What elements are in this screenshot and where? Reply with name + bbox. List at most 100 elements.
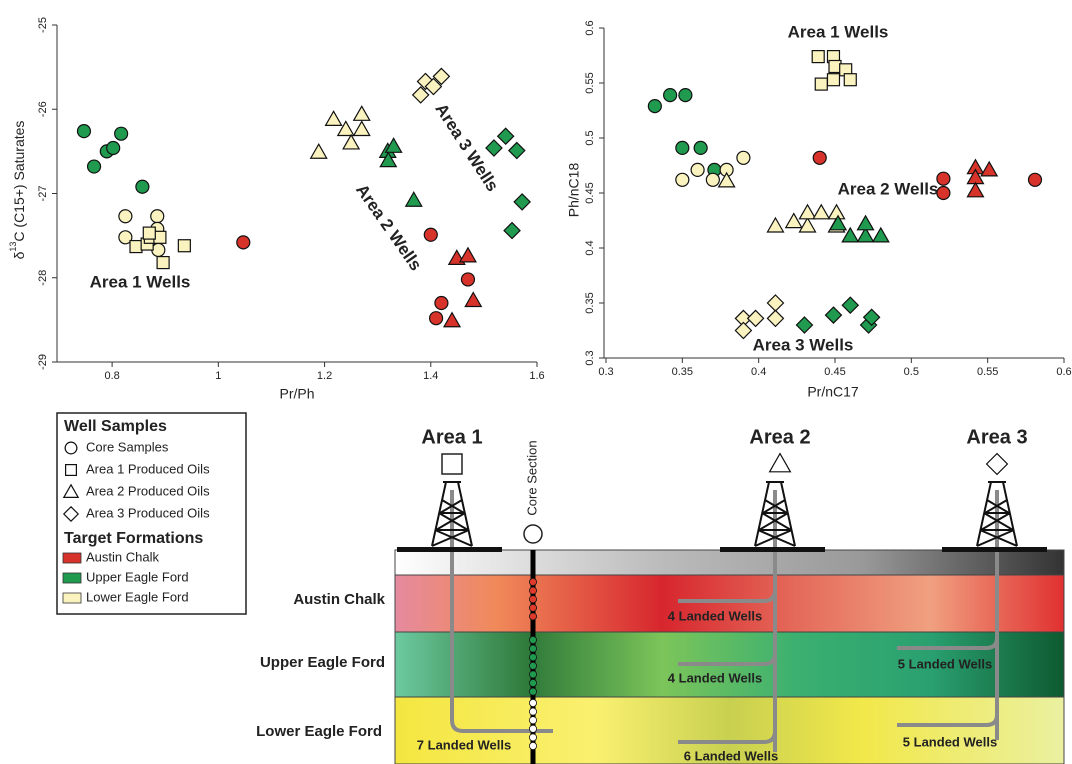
marker — [966, 181, 985, 198]
marker — [135, 179, 150, 194]
marker — [177, 239, 191, 253]
marker — [324, 110, 343, 126]
landed-label: 6 Landed Wells — [684, 748, 778, 763]
y-axis-label: Ph/nC18 — [566, 163, 582, 218]
x-tick-label: 0.45 — [824, 366, 845, 378]
core-dot — [529, 644, 538, 653]
core-dot — [529, 699, 538, 708]
marker — [843, 73, 857, 87]
annotation: Area 1 Wells — [90, 272, 191, 291]
marker — [690, 162, 705, 177]
marker — [76, 124, 92, 139]
marker — [827, 203, 846, 220]
marker — [812, 150, 827, 165]
x-tick-label: 0.6 — [1056, 366, 1071, 378]
legend-item: Lower Eagle Ford — [86, 589, 189, 604]
legend-swatch — [62, 552, 82, 564]
x-tick-label: 1.6 — [529, 370, 544, 382]
marker — [812, 203, 831, 220]
derrick — [431, 481, 473, 547]
marker — [118, 209, 133, 224]
core-label: Core Section — [524, 440, 539, 515]
marker — [705, 172, 720, 187]
y-tick-label: 0.4 — [584, 240, 596, 255]
y-label-part: C (C15+) Saturates — [11, 121, 27, 242]
marker — [442, 311, 462, 328]
marker — [513, 193, 531, 211]
derrick-base — [720, 547, 825, 552]
marker — [798, 203, 817, 220]
marker — [766, 309, 785, 328]
legend-symbol — [62, 483, 80, 498]
landed-label: 5 Landed Wells — [898, 656, 992, 671]
marker — [404, 191, 423, 207]
landed-label: 4 Landed Wells — [668, 670, 762, 685]
marker — [129, 239, 143, 254]
x-tick-label: 1.2 — [317, 370, 332, 382]
marker — [503, 221, 521, 240]
derrick-base — [397, 547, 502, 552]
marker — [142, 226, 156, 240]
core-dot — [529, 733, 538, 742]
y-tick-label: 0.55 — [584, 72, 596, 93]
landed-label: 4 Landed Wells — [668, 608, 762, 623]
y-tick-label: -28 — [37, 270, 49, 286]
area-label: Area 1 — [421, 426, 482, 448]
y-tick-label: 0.45 — [584, 182, 596, 203]
marker — [114, 126, 129, 141]
marker — [841, 296, 860, 315]
x-tick-label: 0.8 — [104, 370, 119, 382]
legend-symbol — [62, 505, 80, 523]
marker — [434, 295, 449, 311]
marker — [675, 140, 690, 155]
marker — [734, 321, 753, 340]
marker — [118, 230, 133, 245]
core-dot — [529, 586, 538, 595]
area-label: Area 2 — [749, 426, 810, 448]
y-label-sup: 13 — [8, 242, 18, 252]
core-dot — [529, 636, 538, 645]
legend-heading: Target Formations — [64, 530, 203, 547]
x-tick-label: 0.3 — [598, 366, 613, 378]
marker — [675, 172, 690, 187]
landed-label: 7 Landed Wells — [417, 737, 511, 752]
x-tick-label: 0.35 — [672, 366, 693, 378]
marker — [460, 272, 476, 287]
annotation: Area 1 Wells — [788, 22, 889, 41]
marker — [428, 311, 444, 326]
derrick-base — [942, 547, 1047, 552]
marker — [856, 214, 875, 231]
core-dot — [529, 742, 538, 751]
marker — [784, 212, 803, 229]
marker — [826, 73, 841, 87]
legend-symbol — [64, 464, 77, 477]
annotation: Area 2 Wells — [838, 179, 939, 198]
legend-item: Core Samples — [86, 439, 169, 454]
marker — [423, 227, 438, 242]
marker — [458, 246, 477, 263]
marker — [1027, 172, 1043, 187]
well-paths — [450, 490, 999, 752]
legend-symbol — [64, 441, 78, 455]
derrick-frame — [754, 481, 796, 547]
x-tick-label: 0.4 — [751, 366, 766, 378]
marker — [106, 140, 121, 156]
marker — [485, 139, 503, 157]
marker — [379, 151, 398, 168]
derrick-frame — [976, 481, 1018, 547]
formation-label: Lower Eagle Ford — [256, 723, 382, 740]
legend-swatch — [62, 592, 82, 604]
x-tick-label: 0.5 — [904, 366, 919, 378]
legend-item: Area 2 Produced Oils — [86, 483, 210, 498]
marker — [236, 235, 251, 250]
x-axis-label: Pr/nC17 — [807, 384, 859, 400]
y-tick-label: 0.6 — [584, 20, 596, 35]
landed-label: 5 Landed Wells — [903, 734, 997, 749]
marker — [156, 255, 170, 270]
x-tick-label: 0.55 — [977, 366, 998, 378]
area-label: Area 3 — [966, 426, 1027, 448]
formation-label: Upper Eagle Ford — [260, 654, 385, 671]
area-symbol — [768, 452, 792, 473]
y-tick-label: -27 — [37, 186, 49, 202]
